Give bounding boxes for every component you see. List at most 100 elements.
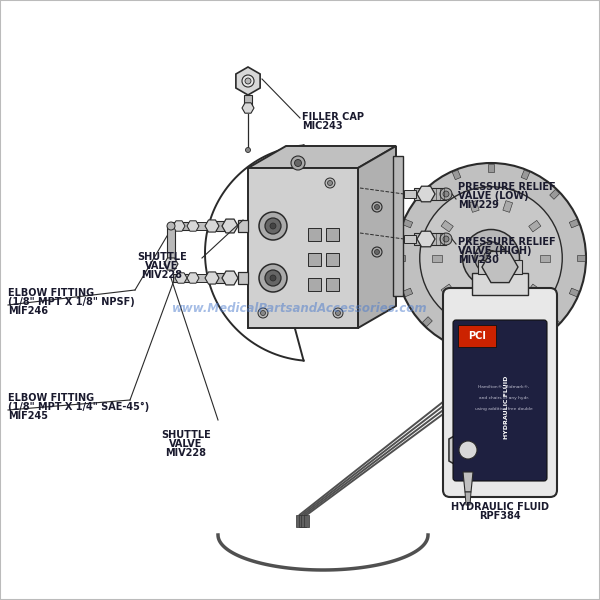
- Polygon shape: [222, 271, 238, 285]
- Bar: [397, 255, 405, 261]
- Polygon shape: [449, 428, 487, 472]
- Bar: [469, 200, 479, 212]
- Bar: [414, 188, 446, 200]
- Bar: [550, 317, 560, 326]
- Polygon shape: [187, 273, 199, 283]
- Bar: [569, 288, 579, 297]
- Bar: [404, 190, 416, 198]
- Polygon shape: [482, 251, 518, 283]
- Bar: [422, 317, 433, 326]
- Bar: [173, 274, 193, 282]
- Circle shape: [374, 250, 380, 254]
- Bar: [393, 156, 403, 296]
- Circle shape: [396, 163, 586, 353]
- Text: RPF384: RPF384: [479, 511, 521, 521]
- Polygon shape: [358, 146, 396, 328]
- Circle shape: [242, 75, 254, 87]
- Bar: [577, 255, 585, 261]
- Circle shape: [325, 178, 335, 188]
- Polygon shape: [173, 221, 185, 231]
- Polygon shape: [417, 231, 435, 247]
- Circle shape: [245, 148, 251, 152]
- Bar: [414, 233, 446, 245]
- Bar: [326, 253, 339, 266]
- Bar: [304, 515, 308, 527]
- Circle shape: [259, 264, 287, 292]
- Text: PCI: PCI: [468, 331, 486, 341]
- Circle shape: [328, 181, 332, 185]
- Bar: [403, 288, 413, 297]
- Bar: [441, 220, 453, 232]
- Bar: [529, 284, 541, 296]
- Circle shape: [333, 308, 343, 318]
- Text: VALVE (HIGH): VALVE (HIGH): [458, 246, 532, 256]
- Bar: [403, 219, 413, 228]
- Text: MIV230: MIV230: [458, 255, 499, 265]
- Bar: [308, 253, 321, 266]
- Polygon shape: [222, 219, 238, 233]
- Bar: [550, 190, 560, 199]
- Circle shape: [245, 78, 251, 84]
- Text: Hamilton®, Midmark®,: Hamilton®, Midmark®,: [478, 385, 530, 389]
- Circle shape: [270, 275, 276, 281]
- Bar: [326, 228, 339, 241]
- Bar: [248, 168, 358, 328]
- Circle shape: [335, 311, 341, 316]
- Bar: [244, 95, 252, 107]
- Text: HYDRAULIC FLUID: HYDRAULIC FLUID: [503, 376, 509, 439]
- Polygon shape: [205, 220, 219, 232]
- Polygon shape: [248, 146, 396, 168]
- Polygon shape: [417, 186, 435, 202]
- Circle shape: [463, 229, 520, 286]
- Text: MIF245: MIF245: [8, 411, 48, 421]
- Text: ELBOW FITTING: ELBOW FITTING: [8, 288, 94, 298]
- Bar: [529, 220, 541, 232]
- Bar: [308, 278, 321, 291]
- Bar: [472, 273, 528, 295]
- Text: HYDRAULIC FLUID: HYDRAULIC FLUID: [451, 502, 549, 512]
- Bar: [238, 272, 248, 284]
- Polygon shape: [187, 221, 199, 231]
- Bar: [299, 515, 304, 527]
- Text: MIV229: MIV229: [458, 200, 499, 210]
- Circle shape: [443, 191, 449, 197]
- Bar: [196, 222, 214, 230]
- Bar: [301, 515, 306, 527]
- Bar: [488, 164, 494, 172]
- Text: SHUTTLE: SHUTTLE: [137, 252, 187, 262]
- Polygon shape: [175, 273, 187, 283]
- Text: PRESSURE RELIEF: PRESSURE RELIEF: [458, 182, 556, 192]
- Circle shape: [295, 160, 302, 166]
- Bar: [308, 228, 321, 241]
- Circle shape: [167, 222, 175, 230]
- Circle shape: [270, 223, 276, 229]
- Circle shape: [259, 212, 287, 240]
- Text: MIC243: MIC243: [302, 121, 343, 131]
- Bar: [521, 337, 530, 346]
- Circle shape: [260, 311, 265, 316]
- Bar: [296, 515, 301, 527]
- Text: VALVE: VALVE: [145, 261, 179, 271]
- Bar: [540, 254, 550, 262]
- Bar: [404, 235, 416, 243]
- Text: MIV228: MIV228: [166, 448, 206, 458]
- Circle shape: [440, 188, 452, 200]
- Circle shape: [291, 156, 305, 170]
- Bar: [452, 170, 461, 179]
- Bar: [326, 278, 339, 291]
- Bar: [216, 221, 232, 231]
- Bar: [521, 170, 530, 179]
- Bar: [469, 304, 479, 316]
- Bar: [458, 325, 496, 347]
- Bar: [478, 260, 522, 274]
- Text: using additive free double: using additive free double: [475, 407, 533, 411]
- Bar: [422, 190, 433, 199]
- Bar: [216, 273, 232, 283]
- Circle shape: [459, 441, 477, 459]
- Circle shape: [443, 236, 449, 242]
- Text: SHUTTLE: SHUTTLE: [161, 430, 211, 440]
- FancyBboxPatch shape: [443, 288, 557, 497]
- Circle shape: [484, 250, 499, 266]
- FancyBboxPatch shape: [453, 320, 547, 481]
- Text: PRESSURE RELIEF: PRESSURE RELIEF: [458, 237, 556, 247]
